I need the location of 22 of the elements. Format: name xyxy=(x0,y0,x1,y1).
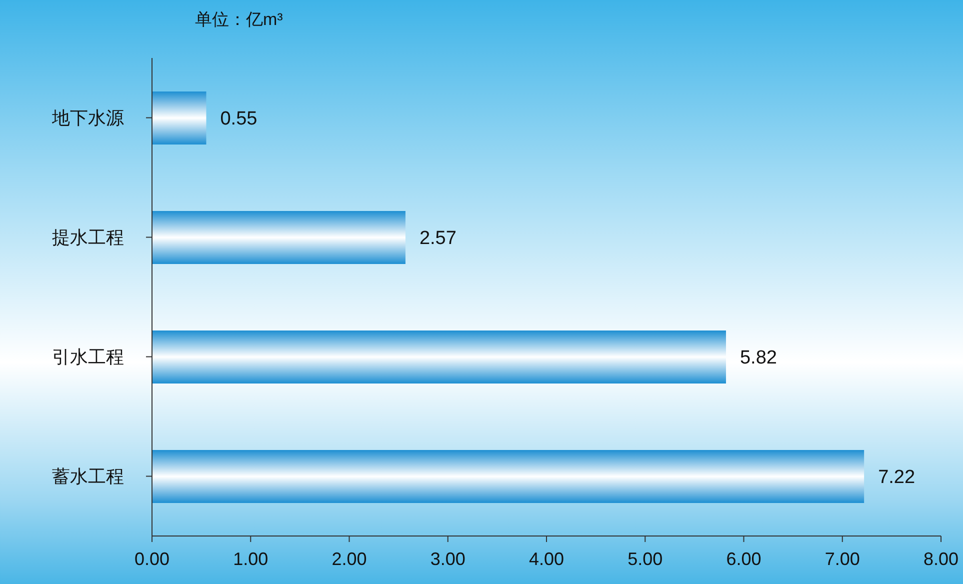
x-tick-label: 6.00 xyxy=(726,548,762,569)
x-tick-label: 8.00 xyxy=(923,548,959,569)
x-tick-label: 7.00 xyxy=(824,548,860,569)
data-label: 2.57 xyxy=(419,228,456,250)
x-tick-label: 0.00 xyxy=(134,548,170,569)
x-tick-label: 5.00 xyxy=(628,548,663,569)
x-tick-label: 3.00 xyxy=(430,548,466,569)
y-tick-label: 蓄水工程 xyxy=(52,466,124,487)
x-tick-label: 1.00 xyxy=(233,548,268,569)
y-tick-label: 地下水源 xyxy=(51,108,124,128)
bar xyxy=(152,330,726,384)
data-label: 7.22 xyxy=(878,467,916,488)
y-tick-label: 提水工程 xyxy=(52,228,124,248)
y-tick-label: 引水工程 xyxy=(52,347,124,368)
x-tick-label: 2.00 xyxy=(332,548,367,569)
data-label: 0.55 xyxy=(220,108,258,130)
bar xyxy=(152,450,864,503)
data-label: 5.82 xyxy=(740,348,777,369)
chart-title: 单位：亿m³ xyxy=(195,9,283,31)
bar xyxy=(152,210,406,264)
x-tick-label: 4.00 xyxy=(528,548,564,569)
bar xyxy=(152,91,206,144)
